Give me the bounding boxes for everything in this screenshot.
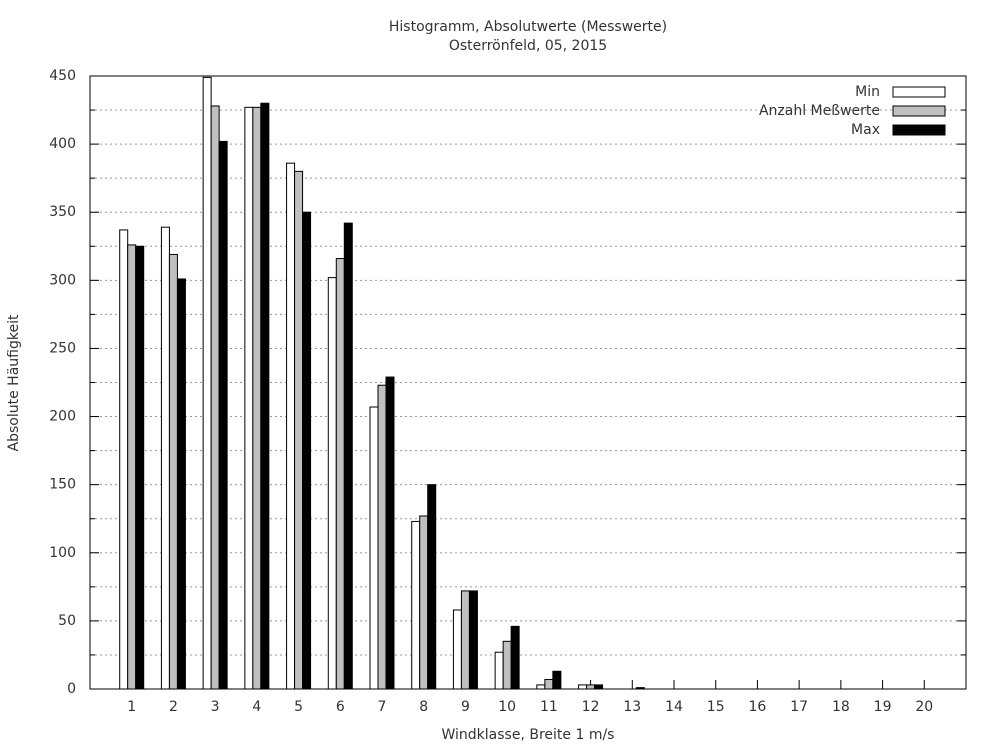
bar [168,253,178,690]
bar [594,684,604,690]
y-tick-label: 450 [49,68,76,84]
bar [135,245,145,690]
legend-label: Max [851,122,880,138]
bar [536,684,546,690]
y-tick-label: 150 [49,477,76,493]
bar [502,640,512,690]
x-tick-label: 1 [127,699,136,715]
bar [552,670,562,690]
bar [635,687,645,690]
bar [252,106,262,690]
bar [586,684,596,690]
bar [127,244,137,690]
y-tick-label: 350 [49,204,76,220]
x-tick-label: 13 [623,699,641,715]
x-tick-label: 5 [294,699,303,715]
bar [468,590,478,690]
chart-subtitle: Osterrönfeld, 05, 2015 [449,38,607,54]
x-tick-label: 10 [498,699,516,715]
legend-swatch [892,124,946,136]
bar [286,162,296,690]
legend-swatch [892,105,946,117]
bar [202,76,212,690]
bar [578,684,588,690]
x-tick-label: 18 [832,699,850,715]
bar [176,278,186,690]
bar [218,140,228,690]
legend-label: Anzahl Meßwerte [759,103,880,119]
x-tick-label: 7 [378,699,387,715]
bar [385,376,395,690]
x-tick-label: 20 [915,699,933,715]
x-tick-label: 3 [211,699,220,715]
bar [343,222,353,690]
x-tick-label: 9 [461,699,470,715]
y-tick-label: 200 [49,409,76,425]
bar [494,651,504,690]
y-tick-label: 100 [49,545,76,561]
bar [510,625,520,690]
x-tick-label: 19 [874,699,892,715]
bar [377,384,387,690]
bar [411,520,421,690]
x-tick-label: 14 [665,699,683,715]
bar [327,277,337,690]
bar [369,406,379,690]
x-tick-label: 4 [252,699,261,715]
y-tick-label: 250 [49,340,76,356]
legend-label: Min [855,84,880,100]
bar [419,515,429,690]
x-tick-label: 16 [749,699,767,715]
bar [452,609,462,690]
y-axis-label: Absolute Häufigkeit [6,314,22,451]
bar [244,106,254,690]
x-tick-label: 11 [540,699,558,715]
x-tick-label: 2 [169,699,178,715]
bar [119,229,129,690]
y-tick-label: 0 [67,681,76,697]
bar [260,102,270,690]
x-tick-label: 6 [336,699,345,715]
x-tick-label: 8 [419,699,428,715]
plot-frame [89,75,967,690]
y-tick-label: 300 [49,272,76,288]
y-tick-label: 50 [58,613,76,629]
legend-swatch [892,86,946,98]
bar [294,170,304,690]
x-tick-label: 15 [707,699,725,715]
bar [160,226,170,690]
bar [302,211,312,690]
bar [427,484,437,690]
bar [210,105,220,690]
bar [544,678,554,690]
y-tick-label: 400 [49,136,76,152]
x-axis-label: Windklasse, Breite 1 m/s [442,727,615,743]
bar [335,258,345,690]
chart-title: Histogramm, Absolutwerte (Messwerte) [389,19,667,35]
x-tick-label: 12 [582,699,600,715]
x-tick-label: 17 [790,699,808,715]
bar [460,590,470,690]
